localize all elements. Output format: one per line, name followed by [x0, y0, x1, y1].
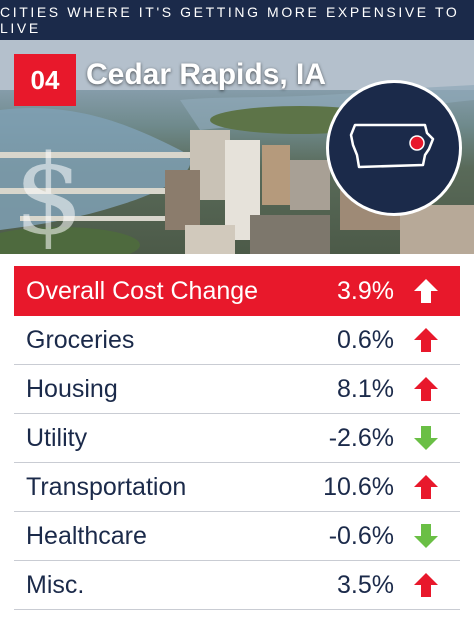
rank-badge: 04 — [14, 54, 76, 106]
arrow-down-icon — [414, 524, 438, 548]
arrow-up-icon — [414, 475, 438, 499]
row-label: Transportation — [26, 472, 187, 501]
row-label: Healthcare — [26, 521, 147, 550]
arrow-up-icon — [414, 377, 438, 401]
row-value: -2.6% — [328, 423, 394, 452]
cost-table: Overall Cost Change 3.9% Groceries 0.6% Hous… — [14, 266, 460, 610]
row-label: Misc. — [26, 570, 85, 599]
table-row: Groceries 0.6% — [14, 316, 460, 365]
row-label: Housing — [26, 374, 118, 403]
table-row: Housing 8.1% — [14, 365, 460, 414]
iowa-map-icon — [326, 80, 462, 216]
arrow-down-icon — [414, 426, 438, 450]
row-value: 3.5% — [337, 570, 394, 599]
arrow-up-icon — [414, 573, 438, 597]
city-name: Cedar Rapids, IA — [86, 58, 327, 91]
row-label: Utility — [26, 423, 88, 452]
dollar-sign-icon: $ — [14, 131, 84, 259]
location-marker-icon — [409, 135, 425, 151]
table-row: Healthcare -0.6% — [14, 512, 460, 561]
table-row: Utility -2.6% — [14, 414, 460, 463]
row-value: 0.6% — [337, 325, 394, 354]
row-label: Overall Cost Change — [26, 276, 259, 305]
header-title: CITIES WHERE IT'S GETTING MORE EXPENSIVE… — [0, 4, 460, 36]
row-value: 3.9% — [337, 276, 394, 305]
overall-cost-row: Overall Cost Change 3.9% — [14, 266, 460, 316]
header-banner: CITIES WHERE IT'S GETTING MORE EXPENSIVE… — [0, 0, 474, 40]
row-value: 10.6% — [323, 472, 394, 501]
row-value: 8.1% — [337, 374, 394, 403]
row-label: Groceries — [26, 325, 135, 354]
arrow-up-icon — [414, 279, 438, 303]
row-value: -0.6% — [328, 521, 394, 550]
table-row: Transportation 10.6% — [14, 463, 460, 512]
arrow-up-icon — [414, 328, 438, 352]
table-row: Misc. 3.5% — [14, 561, 460, 610]
